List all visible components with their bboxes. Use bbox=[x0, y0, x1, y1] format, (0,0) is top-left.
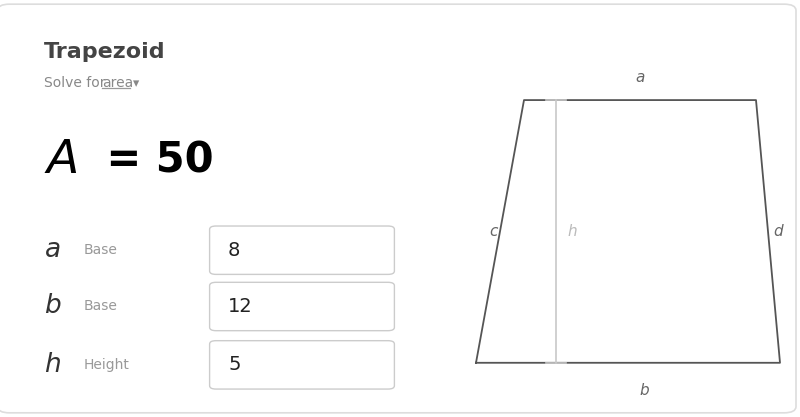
FancyBboxPatch shape bbox=[210, 341, 394, 389]
Text: $\mathit{b}$: $\mathit{b}$ bbox=[638, 382, 650, 398]
Text: $\mathit{a}$: $\mathit{a}$ bbox=[635, 70, 645, 85]
Text: ▾: ▾ bbox=[133, 77, 139, 90]
Text: $\mathit{a}$: $\mathit{a}$ bbox=[44, 237, 61, 263]
Text: area: area bbox=[102, 76, 134, 90]
Text: 12: 12 bbox=[228, 297, 253, 316]
Text: Base: Base bbox=[84, 299, 118, 314]
FancyBboxPatch shape bbox=[210, 282, 394, 331]
Text: 5: 5 bbox=[228, 355, 241, 374]
Text: Solve for: Solve for bbox=[44, 76, 110, 90]
Text: $\mathit{h}$: $\mathit{h}$ bbox=[44, 352, 61, 378]
Text: $\mathit{b}$: $\mathit{b}$ bbox=[44, 294, 62, 319]
Text: $\mathit{A}$: $\mathit{A}$ bbox=[44, 138, 78, 183]
Text: $\mathit{c}$: $\mathit{c}$ bbox=[489, 224, 498, 239]
Text: Base: Base bbox=[84, 243, 118, 257]
Text: Height: Height bbox=[84, 358, 130, 372]
FancyBboxPatch shape bbox=[210, 226, 394, 274]
Text: $\mathit{d}$: $\mathit{d}$ bbox=[773, 224, 784, 239]
FancyBboxPatch shape bbox=[0, 4, 796, 413]
Text: Trapezoid: Trapezoid bbox=[44, 42, 166, 62]
Text: $\mathit{h}$: $\mathit{h}$ bbox=[566, 224, 578, 239]
Text: 8: 8 bbox=[228, 241, 240, 260]
Text: = 50: = 50 bbox=[92, 140, 214, 181]
